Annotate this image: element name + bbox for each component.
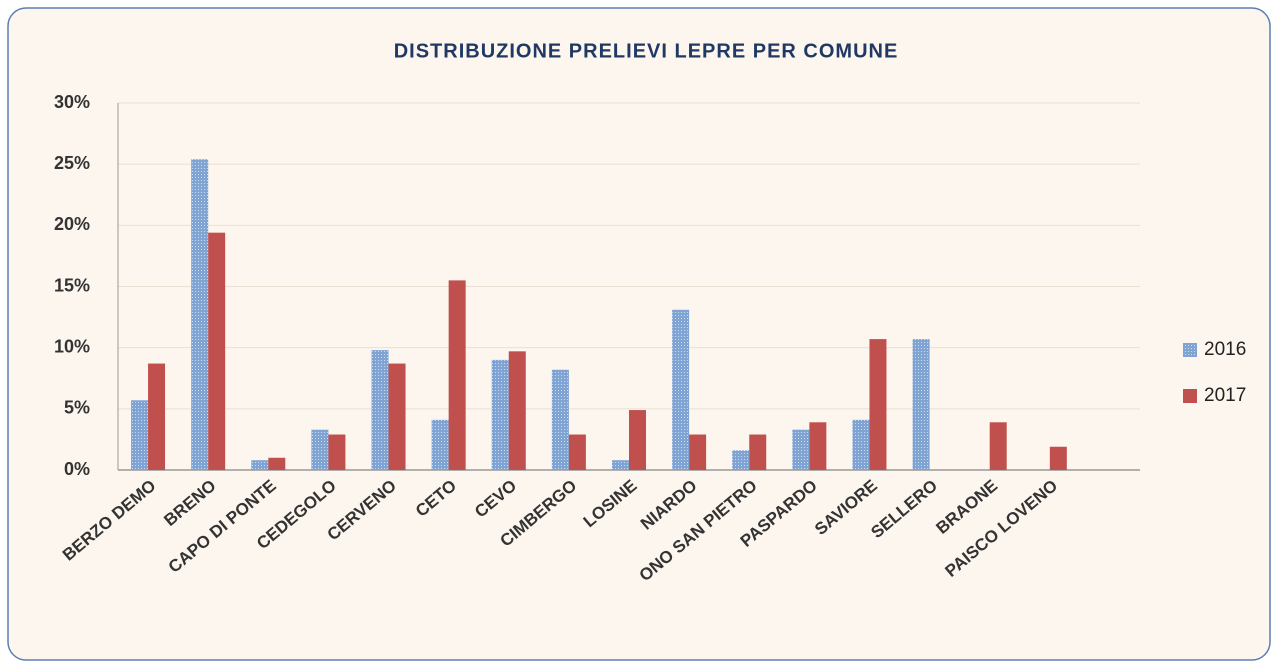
y-tick-label: 5% — [64, 398, 90, 418]
bar — [612, 460, 629, 470]
bar — [1049, 446, 1067, 470]
legend-swatch — [1183, 343, 1197, 357]
bar — [989, 422, 1007, 470]
bar — [792, 429, 810, 470]
bar — [371, 350, 389, 470]
bar — [749, 434, 767, 470]
bar — [852, 419, 870, 470]
bar — [732, 450, 750, 470]
y-tick-label: 0% — [64, 459, 90, 479]
bar — [431, 419, 449, 470]
bar — [672, 309, 690, 470]
legend-label: 2016 — [1204, 339, 1246, 360]
bar — [809, 422, 827, 470]
bar — [491, 359, 509, 470]
chart-title: DISTRIBUZIONE PRELIEVI LEPRE PER COMUNE — [394, 40, 899, 62]
bar — [251, 460, 269, 470]
y-tick-label: 25% — [54, 153, 90, 173]
bar — [208, 232, 226, 470]
bar — [328, 434, 346, 470]
y-tick-label: 30% — [54, 92, 90, 112]
bar — [568, 434, 586, 470]
bar — [508, 351, 526, 470]
bar — [912, 339, 930, 470]
y-tick-label: 15% — [54, 275, 90, 295]
bar — [131, 400, 149, 470]
legend-label: 2017 — [1204, 385, 1246, 406]
bar — [551, 369, 569, 470]
chart-panel — [7, 7, 1271, 661]
bar — [869, 339, 887, 470]
bar — [629, 410, 646, 470]
legend-swatch — [1183, 389, 1197, 403]
y-tick-label: 20% — [54, 214, 90, 234]
bar — [148, 363, 166, 470]
bar — [268, 457, 286, 470]
bar — [191, 159, 209, 471]
bar — [388, 363, 406, 470]
bar — [689, 434, 707, 470]
bar — [311, 429, 329, 470]
bar — [448, 280, 466, 470]
y-tick-label: 10% — [54, 336, 90, 356]
